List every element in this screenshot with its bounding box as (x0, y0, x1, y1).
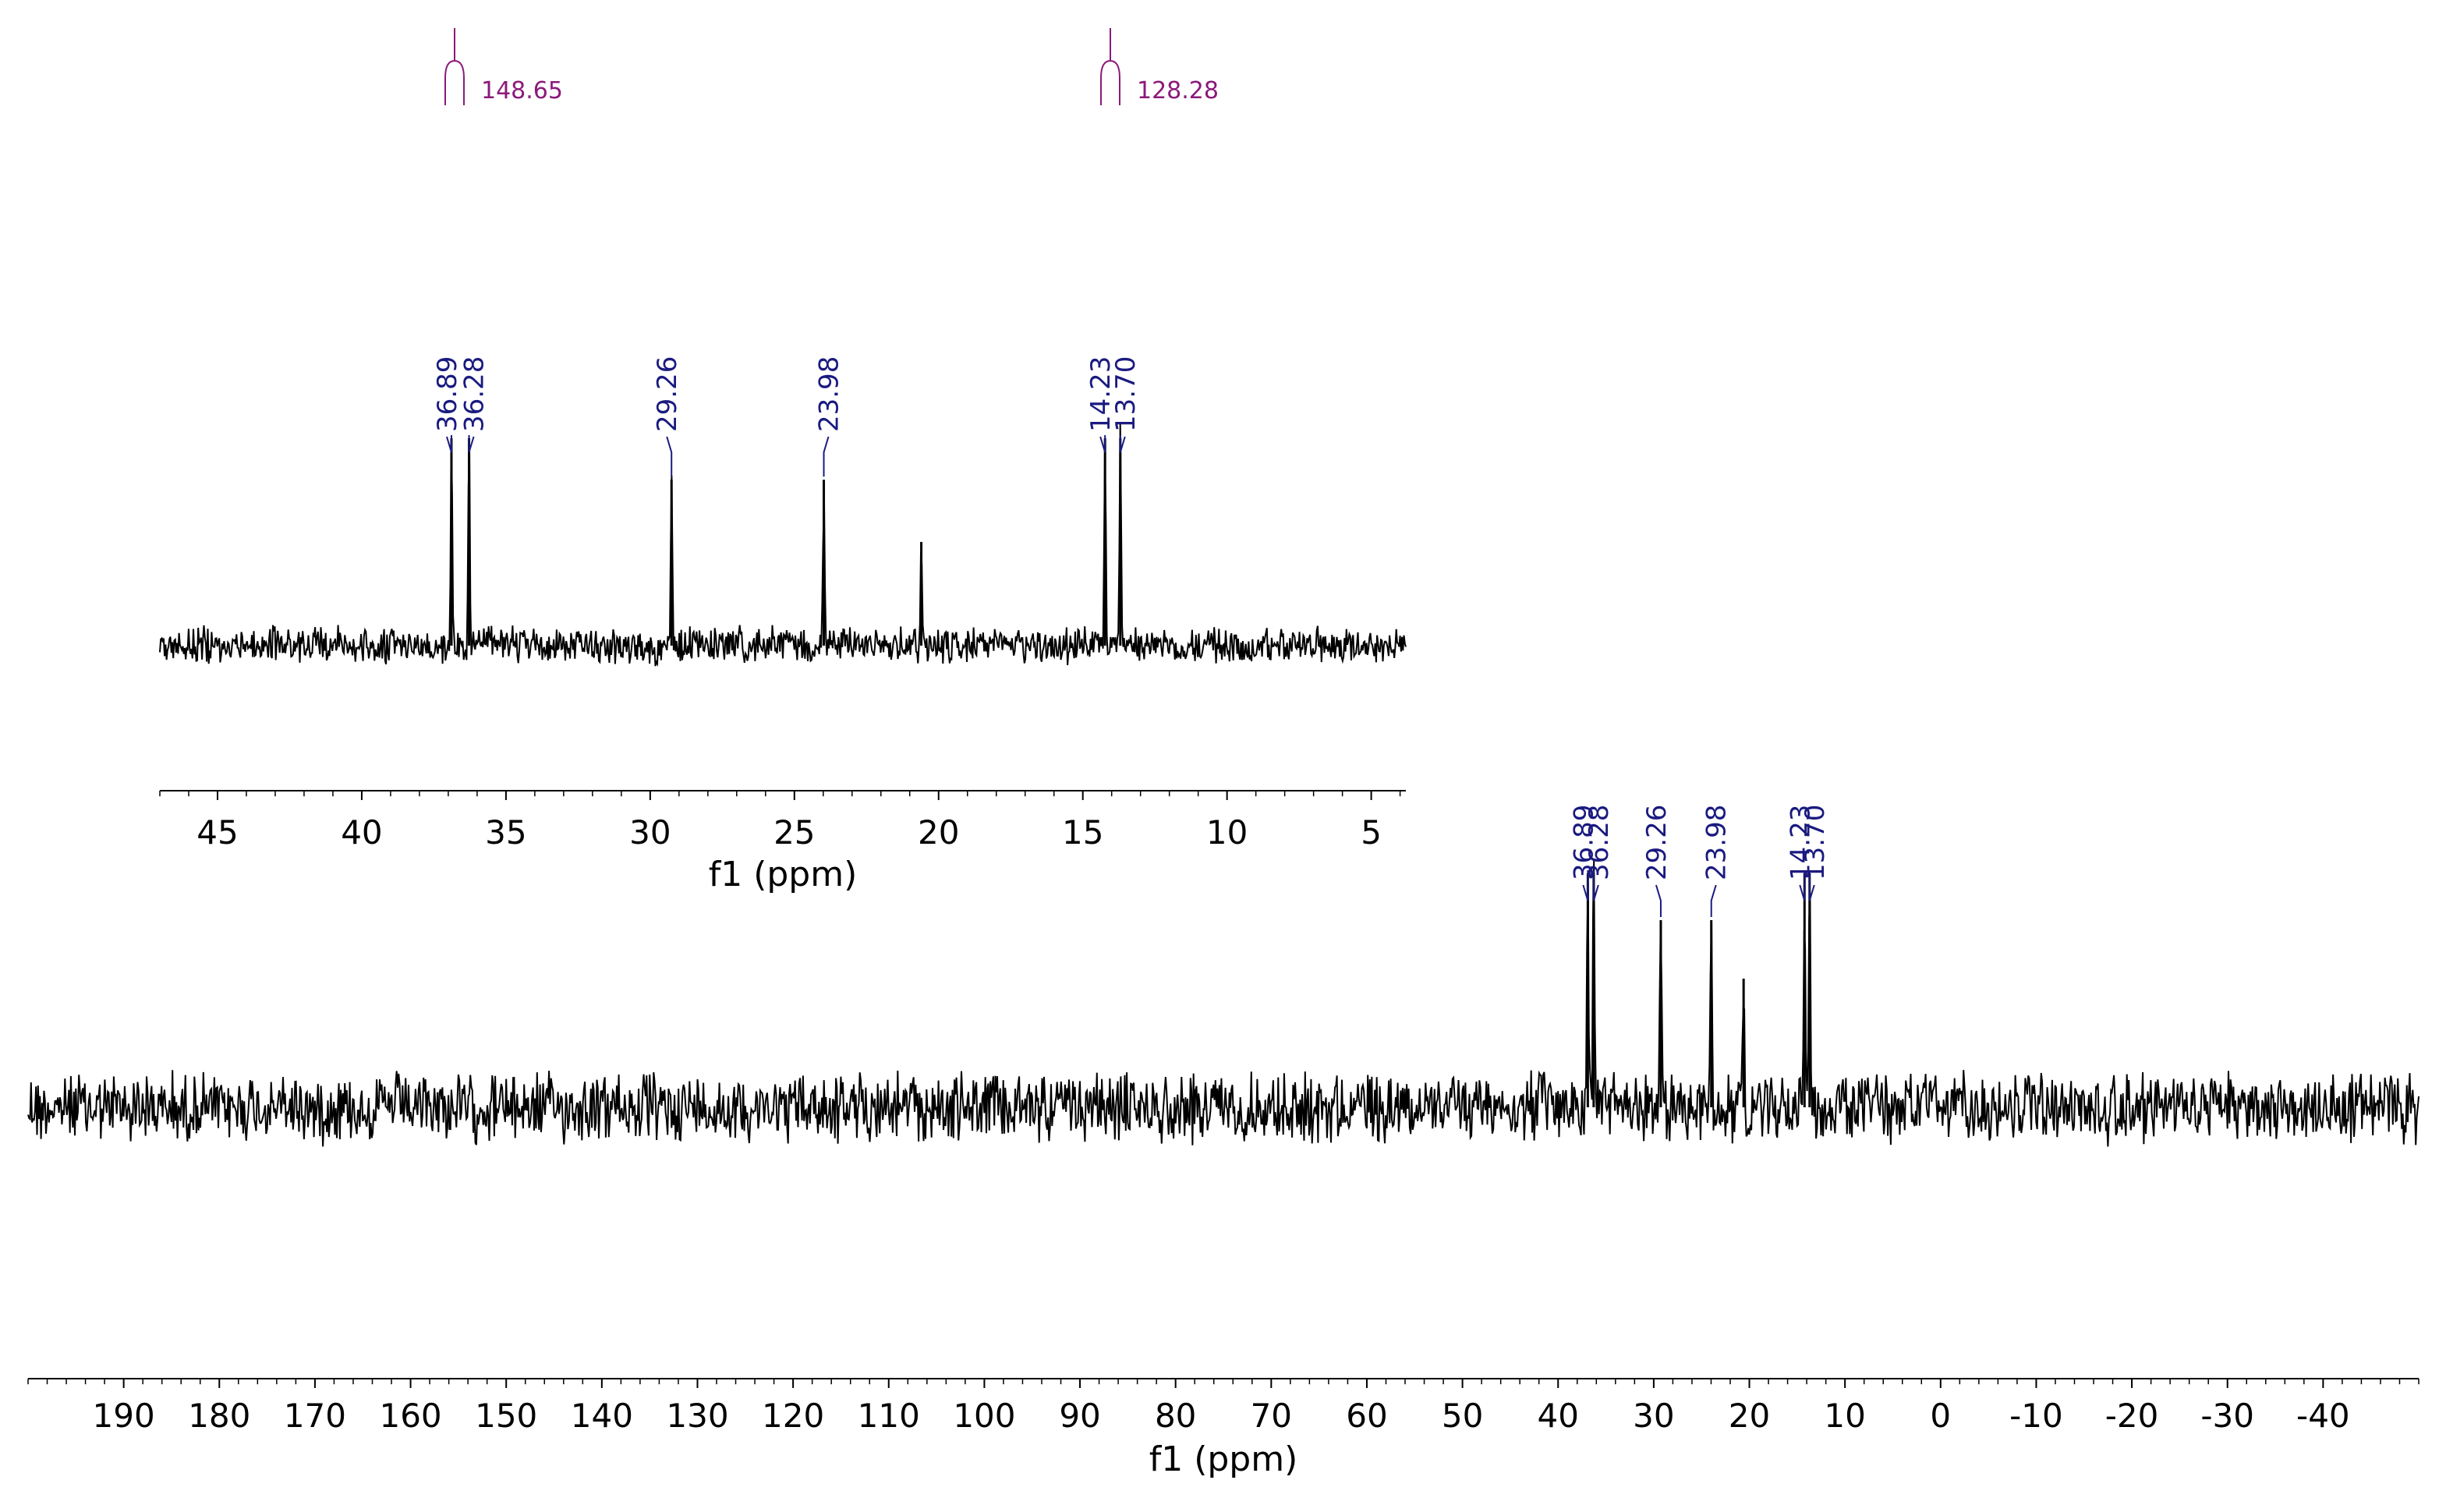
main-spectrum-tick-label: 60 (1346, 1397, 1387, 1435)
inset-spectrum-tick-label: 25 (773, 813, 815, 852)
main-spectrum-peak-label-leader (1808, 870, 1815, 901)
main-spectrum-tick-label: -40 (2296, 1397, 2350, 1435)
main-spectrum-tick-label: 190 (93, 1397, 155, 1435)
integral-label: 148.65 (481, 77, 563, 104)
inset-spectrum-peak-label-leader (468, 435, 475, 453)
inset-spectrum-peak-label: 29.26 (652, 356, 683, 432)
main-spectrum-peak-label: 23.98 (1701, 805, 1733, 880)
inset-spectrum-trace (159, 423, 1407, 667)
main-spectrum-tick-label: -30 (2200, 1397, 2254, 1435)
main-spectrum-tick-label: -20 (2105, 1397, 2159, 1435)
inset-spectrum-x-axis-title: f1 (ppm) (709, 855, 858, 894)
main-spectrum-tick-label: 90 (1059, 1397, 1100, 1435)
main-spectrum-tick-label: 120 (762, 1397, 824, 1435)
main-spectrum-peak-label: 14.23 (1785, 805, 1816, 880)
inset-spectrum-peak-label: 36.89 (432, 356, 463, 432)
main-spectrum-peak-label: 36.89 (1568, 805, 1599, 880)
inset-spectrum-peak-label-leader (1119, 435, 1126, 453)
inset-spectrum-peak-label: 36.28 (459, 356, 490, 432)
main-spectrum-tick-label: 80 (1155, 1397, 1196, 1435)
inset-spectrum-tick-label: 20 (918, 813, 959, 852)
main-spectrum-tick-label: 20 (1729, 1397, 1770, 1435)
main-spectrum-tick-label: -10 (2009, 1397, 2063, 1435)
main-spectrum-tick-label: 170 (284, 1397, 346, 1435)
integral-curve (444, 59, 465, 105)
inset-spectrum-tick-label: 40 (341, 813, 382, 852)
main-spectrum-peak-label: 36.28 (1584, 805, 1615, 880)
inset-spectrum-tick-label: 45 (196, 813, 238, 852)
inset-spectrum-tick-label: 5 (1361, 813, 1382, 852)
main-spectrum-peak-label: 13.70 (1800, 805, 1831, 880)
inset-spectrum-tick-label: 30 (629, 813, 671, 852)
main-spectrum-peak-label-leader (1799, 870, 1806, 901)
inset-spectrum-peak-label: 13.70 (1110, 356, 1142, 432)
main-spectrum-tick-label: 110 (858, 1397, 920, 1435)
main-spectrum-tick-label: 160 (379, 1397, 441, 1435)
main-spectrum-trace (27, 859, 2420, 1147)
integral-curve (1100, 59, 1120, 105)
main-spectrum-tick-label: 40 (1538, 1397, 1579, 1435)
integral-label: 128.28 (1137, 77, 1219, 104)
inset-spectrum-tick-label: 10 (1206, 813, 1248, 852)
main-spectrum-tick-label: 10 (1824, 1397, 1865, 1435)
integral-markers: 148.65 128.28 (444, 28, 1219, 105)
main-spectrum-tick-label: 0 (1930, 1397, 1951, 1435)
inset-spectrum-peak-label-leader (446, 435, 452, 453)
inset-spectrum-peak-label: 23.98 (814, 356, 845, 432)
inset-spectrum-peak-label-leader (1099, 435, 1106, 453)
main-spectrum-tick-label: 180 (188, 1397, 250, 1435)
main-spectrum-peak-label-leader (1592, 870, 1599, 901)
main-spectrum-tick-label: 70 (1251, 1397, 1292, 1435)
main-spectrum-peak-label: 29.26 (1641, 805, 1673, 880)
main-spectrum-tick-label: 130 (666, 1397, 728, 1435)
main-spectrum-x-axis-title: f1 (ppm) (1149, 1439, 1298, 1479)
main-spectrum-peak-label-leader (1655, 884, 1662, 917)
inset-spectrum-tick-label: 15 (1062, 813, 1103, 852)
main-spectrum-peak-label-leader (1710, 884, 1717, 917)
inset-spectrum-peak-label: 14.23 (1085, 356, 1117, 432)
main-spectrum-tick-label: 150 (475, 1397, 537, 1435)
inset-spectrum-tick-label: 35 (485, 813, 526, 852)
main-spectrum-tick-label: 140 (571, 1397, 633, 1435)
main-spectrum-panel: 190 180 170 160 150 140 130 120 110 100 90 80 70 60 50… (27, 805, 2420, 1479)
inset-spectrum-peak-label-leader (823, 436, 830, 477)
main-spectrum-peak-label-leader (1582, 870, 1589, 901)
inset-spectrum-peak-label-leader (666, 436, 673, 477)
main-spectrum-tick-label: 30 (1633, 1397, 1674, 1435)
main-spectrum-tick-label: 100 (953, 1397, 1015, 1435)
main-spectrum-tick-label: 50 (1442, 1397, 1483, 1435)
